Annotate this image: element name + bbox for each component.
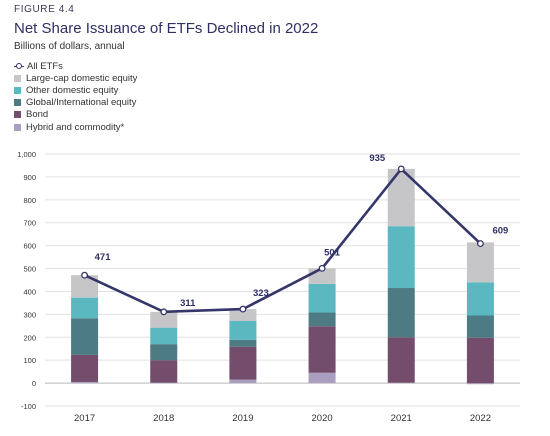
- legend-label: Hybrid and commodity*: [26, 121, 125, 133]
- bar-segment: [229, 379, 257, 384]
- bar-segment: [387, 337, 415, 383]
- y-tick-label: 300: [23, 310, 36, 319]
- data-label: 935: [369, 153, 386, 164]
- data-label: 501: [324, 247, 341, 258]
- data-label: 311: [180, 298, 196, 309]
- legend-swatch: [14, 74, 21, 82]
- legend-item-large-cap: Large-cap domestic equity: [14, 72, 137, 84]
- y-tick-label: 100: [23, 356, 36, 365]
- bar-segment: [387, 226, 415, 289]
- all-etfs-point: [160, 308, 168, 316]
- legend-item-all-etfs: All ETFs: [14, 60, 137, 72]
- bar-segment: [308, 312, 336, 327]
- x-tick-label: 2017: [74, 413, 95, 424]
- bar-segment: [229, 309, 257, 322]
- all-etfs-point: [81, 271, 89, 279]
- y-tick-label: 0: [32, 379, 36, 388]
- x-tick-label: 2018: [153, 413, 174, 424]
- bar-segment: [229, 346, 257, 380]
- y-tick-label: 400: [23, 287, 36, 296]
- legend-item-bond: Bond: [14, 109, 137, 121]
- bar-segment: [71, 381, 99, 384]
- y-tick-label: 800: [23, 196, 36, 205]
- all-etfs-point: [397, 165, 405, 173]
- figure-label: FIGURE 4.4: [14, 4, 75, 15]
- bar-segment: [308, 372, 336, 384]
- data-label: 323: [253, 288, 269, 299]
- x-tick-label: 2021: [391, 413, 412, 424]
- all-etfs-point: [476, 240, 484, 248]
- legend-swatch: [14, 86, 21, 94]
- bar-segment: [466, 383, 494, 385]
- x-tick-label: 2019: [232, 413, 253, 424]
- data-label: 471: [95, 252, 112, 263]
- bar-segment: [71, 318, 99, 355]
- bar-segment: [150, 327, 178, 345]
- y-tick-label: 1,000: [17, 150, 36, 159]
- line-marker-icon: [14, 63, 24, 70]
- x-tick-label: 2022: [470, 413, 491, 424]
- y-tick-label: 900: [23, 173, 36, 182]
- bar-segment: [150, 311, 178, 328]
- bar-segment: [308, 283, 336, 313]
- bar-segment: [71, 275, 99, 298]
- legend-label: Other domestic equity: [26, 84, 119, 96]
- legend-label: Global/International equity: [26, 97, 137, 109]
- all-etfs-point: [318, 264, 326, 272]
- legend-swatch: [14, 123, 21, 131]
- bar-segment: [387, 288, 415, 338]
- y-tick-label: 600: [23, 242, 36, 251]
- bar-segment: [466, 315, 494, 338]
- bar-segment: [466, 337, 494, 384]
- legend-label: All ETFs: [27, 60, 63, 72]
- bar-segment: [150, 344, 178, 361]
- legend-label: Bond: [26, 109, 49, 121]
- legend-item-other-domestic: Other domestic equity: [14, 84, 137, 96]
- y-tick-label: 500: [23, 265, 36, 274]
- all-etfs-point: [239, 305, 247, 313]
- legend-swatch: [14, 111, 21, 119]
- y-tick-label: 200: [23, 333, 36, 342]
- chart-subtitle: Billions of dollars, annual: [14, 41, 125, 52]
- legend-label: Large-cap domestic equity: [26, 72, 138, 84]
- x-tick-label: 2020: [312, 413, 333, 424]
- chart-legend: All ETFs Large-cap domestic equity Other…: [14, 60, 137, 133]
- legend-item-global-international: Global/International equity: [14, 97, 137, 109]
- chart-title: Net Share Issuance of ETFs Declined in 2…: [14, 20, 319, 37]
- legend-item-hybrid-commodity: Hybrid and commodity*: [14, 121, 137, 133]
- bar-segment: [229, 321, 257, 340]
- data-label: 609: [492, 226, 508, 237]
- bar-segment: [466, 282, 494, 316]
- all-etfs-line: [84, 167, 482, 314]
- bar-segment: [150, 360, 178, 383]
- bar-segment: [71, 297, 99, 319]
- y-tick-label: -100: [21, 402, 36, 411]
- legend-swatch: [14, 99, 21, 107]
- bar-segment: [466, 242, 494, 283]
- bar-segment: [71, 354, 99, 382]
- y-tick-label: 700: [23, 219, 36, 228]
- bar-segment: [229, 339, 257, 347]
- bar-segment: [308, 326, 336, 373]
